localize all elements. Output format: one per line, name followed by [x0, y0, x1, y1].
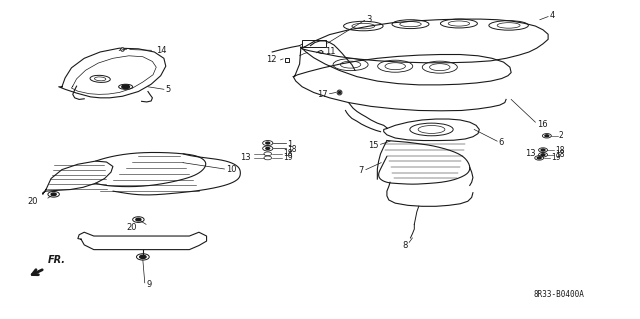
Circle shape — [538, 157, 541, 159]
Circle shape — [51, 193, 56, 196]
Text: FR.: FR. — [48, 256, 66, 265]
Circle shape — [140, 255, 146, 258]
Circle shape — [541, 154, 545, 156]
Circle shape — [122, 85, 129, 89]
Text: 20: 20 — [28, 197, 38, 206]
Text: 3: 3 — [366, 15, 371, 24]
Text: 18: 18 — [555, 150, 564, 159]
Text: 18: 18 — [555, 145, 564, 154]
Circle shape — [541, 149, 545, 151]
Text: 9: 9 — [146, 280, 151, 289]
Text: 14: 14 — [156, 46, 167, 55]
Text: 7: 7 — [358, 166, 364, 175]
Circle shape — [266, 142, 269, 144]
Text: 19: 19 — [283, 153, 292, 162]
Text: 8R33-B0400A: 8R33-B0400A — [534, 290, 584, 299]
Text: 13: 13 — [241, 153, 251, 162]
Text: 18: 18 — [283, 149, 292, 158]
Circle shape — [545, 135, 548, 137]
Text: 12: 12 — [266, 56, 276, 64]
Text: 17: 17 — [317, 90, 328, 99]
Text: 4: 4 — [549, 11, 555, 20]
Text: 18: 18 — [287, 145, 296, 154]
Text: 8: 8 — [403, 241, 408, 250]
Text: 5: 5 — [166, 85, 171, 94]
Text: 10: 10 — [227, 165, 237, 174]
Text: 2: 2 — [559, 131, 564, 140]
Text: 6: 6 — [499, 137, 504, 147]
Circle shape — [136, 218, 141, 221]
Text: 19: 19 — [551, 153, 561, 162]
Circle shape — [266, 147, 269, 149]
Text: 13: 13 — [525, 149, 536, 158]
Text: 11: 11 — [325, 48, 335, 56]
Text: 16: 16 — [537, 120, 547, 129]
Text: 15: 15 — [368, 141, 379, 150]
Text: 20: 20 — [126, 223, 136, 232]
Text: 1: 1 — [287, 140, 292, 149]
